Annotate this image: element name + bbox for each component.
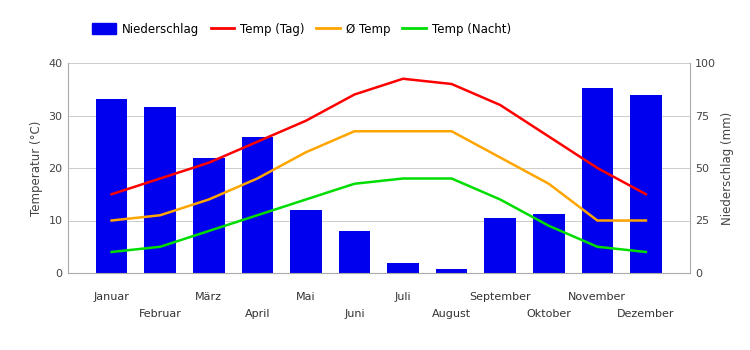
Text: Februar: Februar [139, 309, 182, 319]
Y-axis label: Temperatur (°C): Temperatur (°C) [30, 120, 43, 216]
Text: Juni: Juni [344, 309, 364, 319]
Text: März: März [195, 293, 222, 302]
Text: November: November [568, 293, 626, 302]
Text: August: August [432, 309, 471, 319]
Bar [630, 94, 662, 273]
Text: Juli: Juli [394, 293, 411, 302]
Bar [242, 136, 273, 273]
Bar [387, 262, 418, 273]
Bar [193, 158, 224, 273]
Y-axis label: Niederschlag (mm): Niederschlag (mm) [722, 111, 734, 225]
Text: September: September [470, 293, 531, 302]
Bar [290, 210, 322, 273]
Bar [339, 231, 370, 273]
Text: Januar: Januar [94, 293, 130, 302]
Text: Oktober: Oktober [526, 309, 572, 319]
Bar [436, 269, 467, 273]
Text: Mai: Mai [296, 293, 316, 302]
Bar [581, 88, 614, 273]
Legend: Niederschlag, Temp (Tag), Ø Temp, Temp (Nacht): Niederschlag, Temp (Tag), Ø Temp, Temp (… [92, 23, 511, 36]
Text: April: April [244, 309, 270, 319]
Text: Dezember: Dezember [617, 309, 675, 319]
Bar [533, 214, 565, 273]
Bar [144, 107, 176, 273]
Bar [484, 218, 516, 273]
Bar [96, 99, 128, 273]
